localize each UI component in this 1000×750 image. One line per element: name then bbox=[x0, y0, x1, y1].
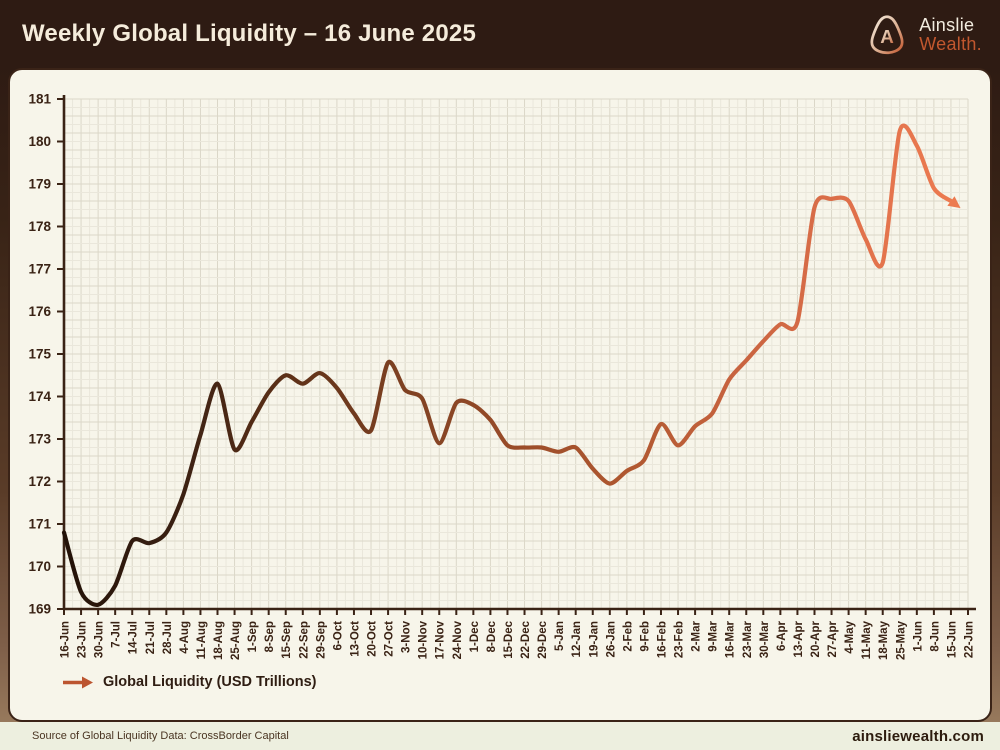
x-tick-label: 15-Sep bbox=[281, 621, 293, 659]
x-tick-label: 18-Aug bbox=[213, 621, 225, 660]
y-tick-label: 169 bbox=[28, 602, 51, 617]
brand-logo: A Ainslie Wealth. bbox=[864, 12, 982, 58]
chart-legend: Global Liquidity (USD Trillions) bbox=[62, 674, 316, 690]
x-tick-label: 1-Dec bbox=[469, 620, 481, 652]
legend-arrow-icon bbox=[63, 676, 93, 688]
x-tick-label: 8-Sep bbox=[264, 621, 276, 652]
x-tick-label: 2-Feb bbox=[622, 621, 634, 652]
liquidity-chart: 169 170 171 172 173 174 175 176 177 178 179 180 181 1… bbox=[10, 70, 990, 720]
y-tick-label: 178 bbox=[28, 219, 51, 234]
brand-name-top: Ainslie bbox=[919, 15, 975, 36]
page-title: Weekly Global Liquidity – 16 June 2025 bbox=[22, 20, 476, 47]
x-tick-label: 13-Oct bbox=[349, 621, 361, 657]
x-tick-label: 28-Jul bbox=[162, 621, 174, 654]
source-note: Source of Global Liquidity Data: CrossBo… bbox=[32, 730, 289, 742]
x-tick-label: 30-Mar bbox=[759, 620, 771, 658]
x-tick-label: 4-May bbox=[844, 620, 856, 653]
x-tick-label: 10-Nov bbox=[418, 620, 430, 659]
x-tick-label: 30-Jun bbox=[94, 621, 106, 658]
y-tick-label: 176 bbox=[28, 304, 51, 319]
x-tick-label: 16-Mar bbox=[725, 620, 737, 658]
y-tick-label: 180 bbox=[28, 134, 51, 149]
y-tick-label: 177 bbox=[28, 262, 51, 277]
x-tick-label: 8-Jun bbox=[929, 621, 941, 652]
x-tick-label: 23-Mar bbox=[742, 620, 754, 658]
x-tick-label: 29-Dec bbox=[537, 620, 549, 658]
x-tick-label: 14-Jul bbox=[128, 621, 140, 654]
x-tick-label: 6-Apr bbox=[776, 620, 788, 651]
x-tick-label: 2-Mar bbox=[691, 620, 703, 651]
y-tick-label: 171 bbox=[28, 517, 51, 532]
x-tick-label: 22-Dec bbox=[520, 620, 532, 658]
x-tick-label: 20-Apr bbox=[810, 620, 822, 657]
x-tick-label: 17-Nov bbox=[435, 620, 447, 659]
x-tick-label: 26-Jan bbox=[605, 621, 617, 657]
x-tick-label: 18-May bbox=[878, 620, 890, 660]
chart-panel: 169 170 171 172 173 174 175 176 177 178 179 180 181 1… bbox=[8, 68, 992, 722]
x-tick-label: 4-Aug bbox=[179, 621, 191, 654]
x-tick-label: 25-Aug bbox=[230, 621, 242, 660]
y-tick-label: 174 bbox=[28, 389, 51, 404]
x-tick-label: 23-Feb bbox=[674, 621, 686, 658]
x-tick-label: 27-Oct bbox=[384, 621, 396, 657]
grid bbox=[63, 98, 969, 610]
x-tick-label: 23-Jun bbox=[77, 621, 89, 658]
x-tick-label: 7-Jul bbox=[111, 621, 123, 648]
x-tick-label: 19-Jan bbox=[588, 621, 600, 657]
x-tick-label: 9-Feb bbox=[639, 621, 651, 652]
x-tick-label: 1-Sep bbox=[247, 621, 259, 652]
y-tick-label: 172 bbox=[28, 474, 51, 489]
x-tick-label: 22-Jun bbox=[964, 621, 976, 658]
x-tick-label: 13-Apr bbox=[793, 620, 805, 657]
x-tick-label: 24-Nov bbox=[452, 620, 464, 659]
x-tick-label: 27-Apr bbox=[827, 620, 839, 657]
x-tick-label: 5-Jan bbox=[554, 621, 566, 651]
x-tick-label: 11-Aug bbox=[196, 621, 208, 659]
x-tick-label: 12-Jan bbox=[571, 621, 583, 657]
y-tick-label: 175 bbox=[28, 347, 51, 362]
x-tick-label: 8-Dec bbox=[486, 620, 498, 652]
svg-text:A: A bbox=[880, 26, 894, 47]
x-tick-label: 25-May bbox=[895, 620, 907, 660]
y-tick-label: 181 bbox=[28, 92, 51, 107]
brand-wordmark: Ainslie Wealth. bbox=[919, 16, 982, 54]
x-tick-label: 11-May bbox=[861, 620, 873, 659]
y-tick-label: 173 bbox=[28, 432, 51, 447]
brand-name-bottom: Wealth. bbox=[919, 34, 982, 54]
website-link[interactable]: ainsliewealth.com bbox=[852, 727, 984, 745]
x-tick-label: 1-Jun bbox=[912, 621, 924, 652]
x-axis-labels: 16-Jun 23-Jun 30-Jun 7-Jul 14-Jul 21-Jul 28-Ju… bbox=[60, 609, 976, 660]
x-tick-label: 9-Mar bbox=[708, 620, 720, 651]
x-tick-label: 16-Jun bbox=[60, 621, 72, 658]
y-tick-label: 179 bbox=[28, 177, 51, 192]
y-tick-label: 170 bbox=[28, 559, 51, 574]
liquidity-line bbox=[61, 123, 953, 607]
x-tick-label: 3-Nov bbox=[401, 620, 413, 653]
x-tick-label: 16-Feb bbox=[656, 621, 668, 658]
x-tick-label: 20-Oct bbox=[367, 621, 379, 657]
x-tick-label: 15-Jun bbox=[946, 621, 958, 658]
x-tick-label: 29-Sep bbox=[315, 621, 327, 659]
footer-bar: Source of Global Liquidity Data: CrossBo… bbox=[0, 722, 1000, 750]
x-tick-label: 21-Jul bbox=[145, 621, 157, 654]
header-bar: Weekly Global Liquidity – 16 June 2025 A… bbox=[0, 0, 1000, 68]
liquidity-chart-svg: 1691701711721731741751761771781791801811… bbox=[28, 92, 976, 660]
x-tick-label: 6-Oct bbox=[332, 621, 344, 651]
y-axis-labels: 169 170 171 172 173 174 175 176 177 178 179 180 181 bbox=[28, 92, 64, 617]
line-end-arrowhead bbox=[947, 196, 961, 209]
x-tick-label: 15-Dec bbox=[503, 620, 515, 658]
x-tick-label: 22-Sep bbox=[298, 621, 310, 659]
ainslie-blob-icon: A bbox=[870, 15, 904, 55]
legend-label: Global Liquidity (USD Trillions) bbox=[103, 674, 317, 690]
